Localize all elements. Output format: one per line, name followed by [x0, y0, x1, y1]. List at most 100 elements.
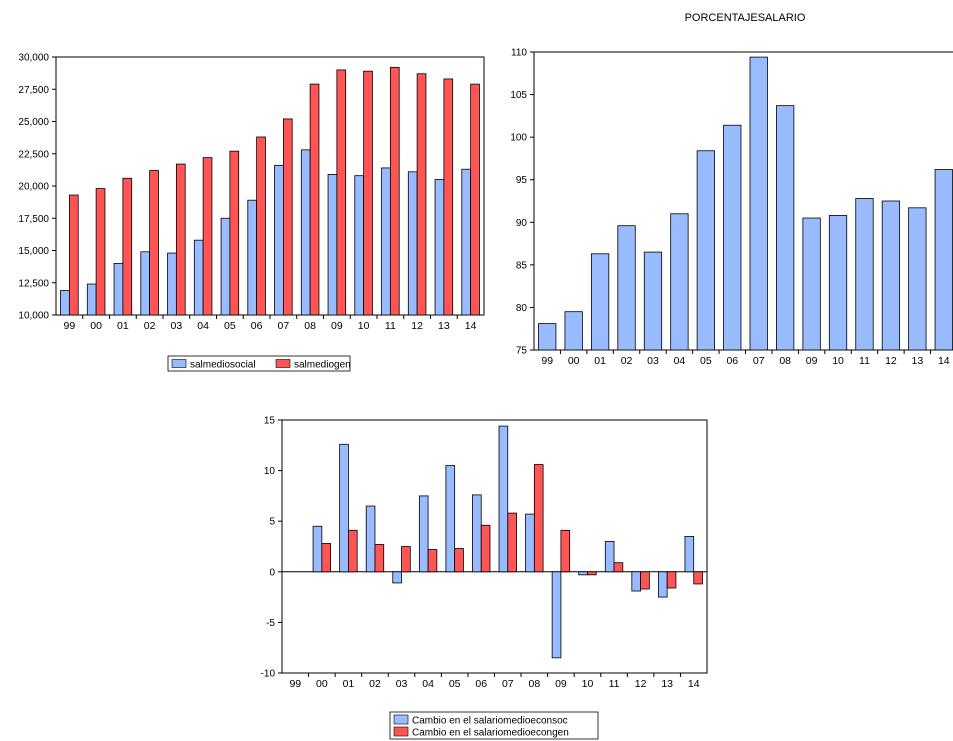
x-tick-label: 00	[568, 355, 580, 367]
x-tick-label: 08	[779, 355, 791, 367]
y-tick-label: 100	[510, 133, 527, 144]
bar	[617, 225, 636, 351]
bar	[696, 150, 715, 351]
x-tick-label: 10	[358, 320, 370, 332]
bar	[776, 105, 795, 351]
x-tick-label: 00	[316, 678, 328, 690]
x-tick-label: 99	[541, 355, 553, 367]
bar	[749, 56, 768, 351]
legend-swatch	[171, 359, 187, 368]
bar	[498, 425, 509, 573]
x-tick-label: 09	[555, 678, 567, 690]
bar	[538, 323, 557, 351]
bar	[407, 171, 418, 316]
y-tick-label: 12,500	[18, 278, 49, 289]
y-tick-label: 17,500	[18, 214, 49, 225]
bar	[220, 217, 231, 316]
bar	[604, 541, 615, 573]
bar	[336, 69, 347, 316]
y-tick-label: 80	[516, 303, 528, 314]
bar	[461, 168, 472, 316]
bar	[282, 118, 293, 316]
x-tick-label: 11	[385, 320, 396, 332]
bar	[149, 170, 159, 316]
bar	[578, 571, 588, 576]
x-tick-label: 00	[90, 320, 102, 332]
bar	[363, 70, 373, 316]
x-tick-label: 02	[621, 355, 633, 367]
legend-label: Cambio en el salariomedioecongen	[412, 728, 569, 739]
x-tick-label: 03	[171, 320, 183, 332]
x-tick-label: 14	[938, 355, 950, 367]
bar	[381, 167, 391, 316]
x-tick-label: 01	[117, 320, 129, 332]
chart-title: PORCENTAJESALARIO	[685, 12, 806, 24]
y-tick-label: 110	[511, 48, 527, 59]
x-tick-label: 06	[251, 320, 263, 332]
x-tick-label: 01	[594, 355, 606, 367]
bar	[934, 169, 953, 351]
x-tick-label: 99	[289, 678, 301, 690]
bar	[392, 571, 402, 584]
bar	[256, 136, 266, 316]
legend-label: Cambio en el salariomedioeconsoc	[412, 716, 568, 727]
chart-2: PORCENTAJESALARIO 75 80 85 90 95 100 105 110 99 00…	[510, 12, 953, 367]
bar	[802, 217, 821, 351]
y-tick-label: 90	[516, 218, 528, 229]
legend-box	[167, 355, 351, 372]
legend-swatch	[393, 714, 409, 725]
y-tick-label: 15,000	[18, 246, 49, 257]
bar	[401, 546, 411, 573]
x-tick-label: 01	[343, 678, 355, 690]
x-tick-label: 04	[422, 678, 434, 690]
bar	[564, 311, 583, 351]
x-tick-label: 12	[411, 320, 423, 332]
bar	[339, 443, 349, 573]
legend-label: salmediogen	[294, 360, 351, 371]
bar	[855, 198, 874, 351]
bar	[670, 213, 689, 351]
x-tick-label: 05	[700, 355, 712, 367]
bar	[533, 464, 544, 573]
bar	[525, 513, 535, 573]
y-tick-label: 22,500	[18, 149, 49, 160]
bar	[365, 505, 376, 573]
y-tick-label: 27,500	[18, 85, 49, 96]
bar	[640, 571, 650, 590]
bar	[300, 149, 311, 316]
bar	[666, 571, 677, 589]
x-tick-label: 03	[396, 678, 408, 690]
y-tick-label: -10	[261, 669, 276, 680]
bar	[693, 571, 703, 585]
y-tick-label: 85	[516, 260, 528, 271]
bar	[193, 239, 204, 316]
bar	[95, 188, 106, 316]
y-tick-label: 75	[516, 346, 528, 357]
bar	[631, 571, 641, 592]
x-tick-label: 04	[674, 355, 686, 367]
x-tick-label: 05	[224, 320, 236, 332]
bar	[908, 207, 927, 351]
bar	[348, 529, 358, 573]
bar	[274, 164, 284, 316]
legend-swatch	[275, 359, 291, 368]
legend-swatch	[393, 726, 409, 737]
bar	[86, 283, 97, 316]
bar	[140, 251, 151, 316]
x-tick-label: 05	[449, 678, 461, 690]
bar	[321, 543, 332, 573]
x-tick-label: 12	[885, 355, 897, 367]
x-tick-label: 14	[688, 678, 700, 690]
bar	[587, 571, 597, 576]
bar	[828, 215, 848, 351]
y-tick-label: 105	[510, 90, 527, 101]
chart-1: 10,000 12,500 15,000 17,500 20,000 22,500 25,0…	[18, 53, 485, 372]
bar	[454, 548, 464, 573]
bar	[723, 124, 742, 351]
x-tick-label: 08	[529, 678, 541, 690]
bar	[202, 157, 213, 316]
y-tick-label: 95	[516, 175, 528, 186]
legend-label: salmediosocial	[190, 360, 256, 371]
